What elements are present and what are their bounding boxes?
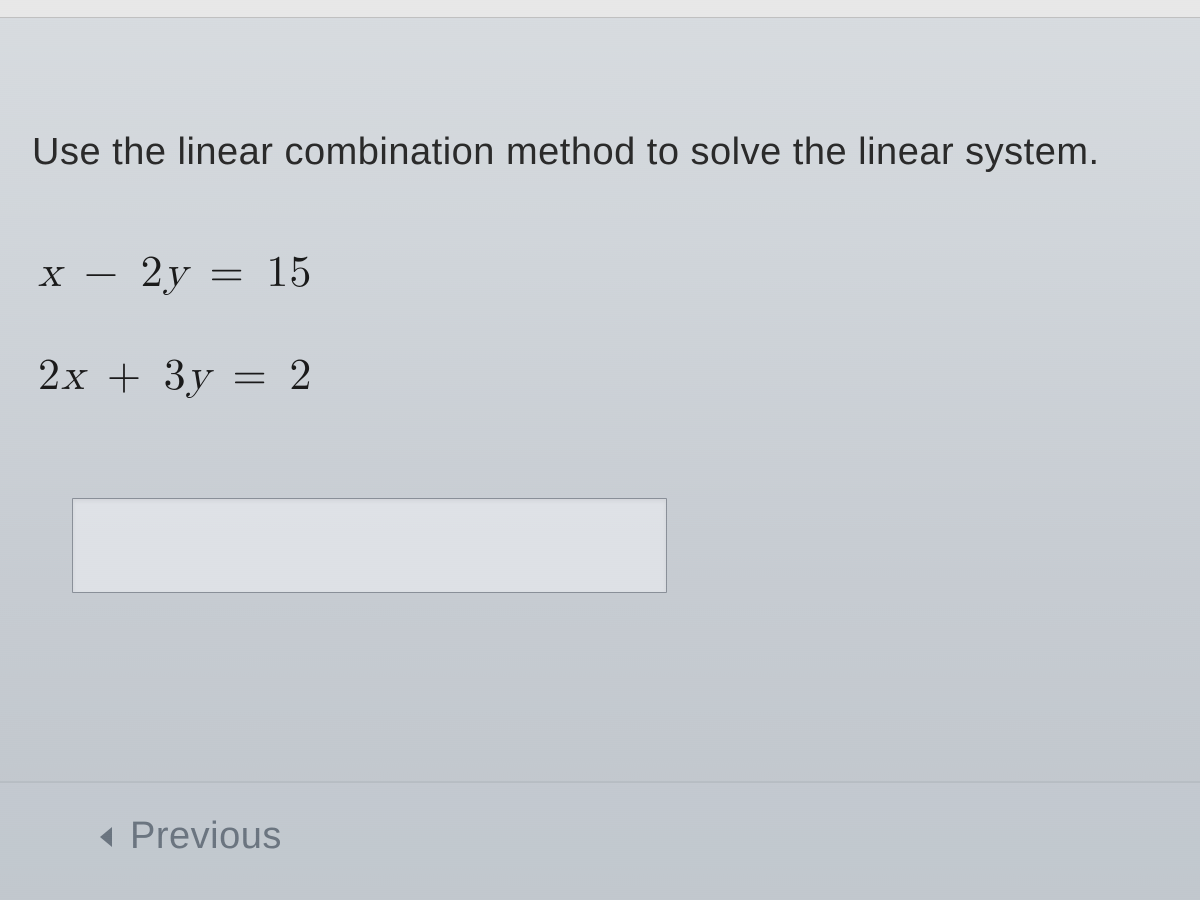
question-prompt: Use the linear combination method to sol… <box>32 128 1168 177</box>
equation-1: x − 2y = 15 <box>38 247 1168 300</box>
previous-button[interactable]: Previous <box>100 815 282 858</box>
footer-nav: Previous <box>0 781 1200 900</box>
answer-input[interactable] <box>72 498 667 593</box>
chevron-left-icon <box>100 827 112 847</box>
previous-label: Previous <box>130 815 282 858</box>
window-top-bar <box>0 0 1200 18</box>
equation-2: 2x + 3y = 2 <box>38 350 1168 403</box>
question-content: Use the linear combination method to sol… <box>0 18 1200 593</box>
